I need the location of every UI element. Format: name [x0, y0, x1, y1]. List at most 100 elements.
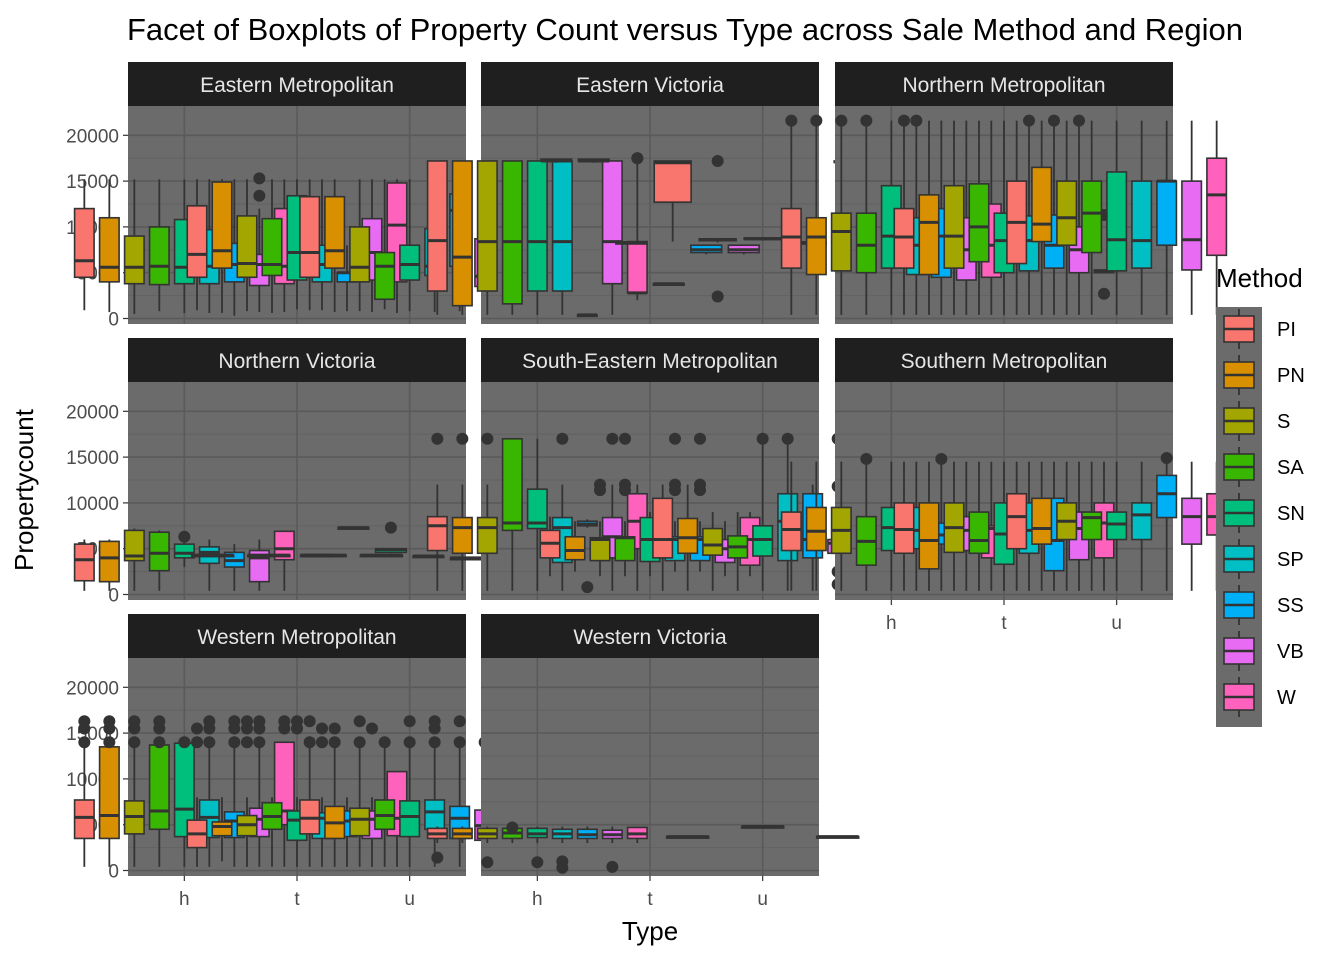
- legend-title: Method: [1216, 263, 1303, 293]
- box: [805, 506, 827, 552]
- boxplot-PN: [324, 722, 346, 867]
- x-tick-label: u: [1111, 613, 1122, 634]
- box: [526, 160, 548, 292]
- legend-entry-SS: SS: [1223, 585, 1304, 625]
- outlier-point: [353, 715, 366, 728]
- box: [73, 799, 95, 840]
- box: [652, 497, 674, 559]
- outlier-point: [78, 715, 91, 728]
- boxplot-W: [1206, 120, 1228, 315]
- y-tick-label: 0: [108, 862, 119, 883]
- box: [324, 195, 346, 269]
- box: [1056, 180, 1078, 247]
- outlier-point: [353, 736, 366, 749]
- outlier-point: [203, 736, 216, 749]
- boxplot-SP: [652, 282, 685, 286]
- box: [1131, 180, 1153, 269]
- outlier-point: [253, 715, 266, 728]
- boxplot-SN: [1106, 120, 1128, 315]
- box: [399, 244, 421, 281]
- facet-panel: Western Victoria h t u: [426, 614, 860, 910]
- boxplot-SA: [968, 461, 990, 591]
- boxplot-W: [815, 835, 860, 839]
- boxplot-PN: [211, 797, 233, 862]
- outlier-point: [1073, 114, 1085, 127]
- boxplot-S: [577, 158, 610, 163]
- boxplot-PN: [540, 158, 573, 163]
- boxplot-PI: [780, 114, 802, 315]
- facet-strip: [481, 338, 819, 382]
- boxplot-PN: [98, 179, 120, 313]
- boxplot-PI: [186, 722, 208, 867]
- boxplot-SA: [148, 530, 170, 591]
- outlier-point: [431, 851, 444, 864]
- box: [186, 205, 208, 279]
- boxplot-SN: [399, 715, 421, 867]
- box: [98, 216, 120, 283]
- box: [830, 212, 852, 272]
- legend-entry-SN: SN: [1223, 493, 1305, 533]
- outlier-point: [581, 581, 594, 594]
- box: [1156, 180, 1178, 247]
- legend-label: PN: [1277, 365, 1305, 387]
- box: [626, 240, 648, 294]
- outlier-point: [241, 715, 253, 728]
- boxplot-SA: [501, 160, 523, 315]
- boxplot-PN: [451, 432, 473, 591]
- box: [653, 160, 692, 203]
- outlier-point: [1048, 114, 1060, 127]
- box: [73, 543, 95, 582]
- outlier-point: [278, 715, 291, 728]
- boxplot-SN: [526, 826, 548, 869]
- legend-label: SS: [1277, 595, 1304, 617]
- boxplot-SS: [1156, 120, 1178, 315]
- facet-strip: [128, 338, 466, 382]
- boxplot-SA: [148, 179, 170, 312]
- boxplot-SP: [412, 554, 445, 559]
- boxplot-SN: [526, 160, 548, 315]
- box: [148, 226, 170, 286]
- boxplot-PN: [677, 484, 699, 591]
- box: [426, 515, 448, 552]
- box: [1181, 497, 1203, 545]
- boxplot-SA: [727, 512, 749, 591]
- outlier-point: [860, 114, 873, 127]
- box: [601, 160, 623, 285]
- outlier-point: [328, 736, 341, 749]
- box: [702, 527, 724, 556]
- outlier-point: [203, 715, 216, 728]
- boxplot-SS: [690, 244, 723, 255]
- outlier-point: [456, 432, 469, 445]
- boxplot-SA: [698, 154, 737, 303]
- box: [123, 235, 145, 285]
- box: [349, 807, 371, 837]
- facet-strip-label: Western Metropolitan: [197, 626, 396, 649]
- box: [918, 502, 940, 570]
- box: [236, 215, 258, 279]
- boxplot-SA: [614, 432, 636, 577]
- outlier-point: [694, 484, 706, 497]
- box: [1156, 474, 1178, 519]
- box: [1031, 497, 1053, 545]
- boxplot-PN: [918, 120, 940, 315]
- box: [451, 516, 473, 555]
- boxplot-SN: [1106, 461, 1128, 591]
- boxplot-SA: [261, 179, 283, 314]
- y-tick-label: 15000: [66, 448, 119, 469]
- boxplot-PI: [893, 461, 915, 591]
- box: [148, 531, 170, 572]
- x-axis-title: Type: [622, 916, 678, 946]
- box: [614, 535, 636, 562]
- boxplot-SP: [551, 160, 573, 315]
- boxplot-S: [476, 432, 498, 591]
- boxplot-PN: [805, 461, 827, 591]
- legend: Method PI PN S SA SN SP SS VB W: [1216, 263, 1305, 727]
- outlier-point: [303, 736, 316, 749]
- boxplot-PI: [426, 160, 448, 315]
- box: [968, 511, 990, 555]
- y-tick-label: 0: [108, 586, 119, 607]
- box: [526, 488, 548, 530]
- boxplot-VB: [727, 244, 760, 255]
- outlier-point: [453, 736, 466, 749]
- outlier-point: [785, 114, 798, 127]
